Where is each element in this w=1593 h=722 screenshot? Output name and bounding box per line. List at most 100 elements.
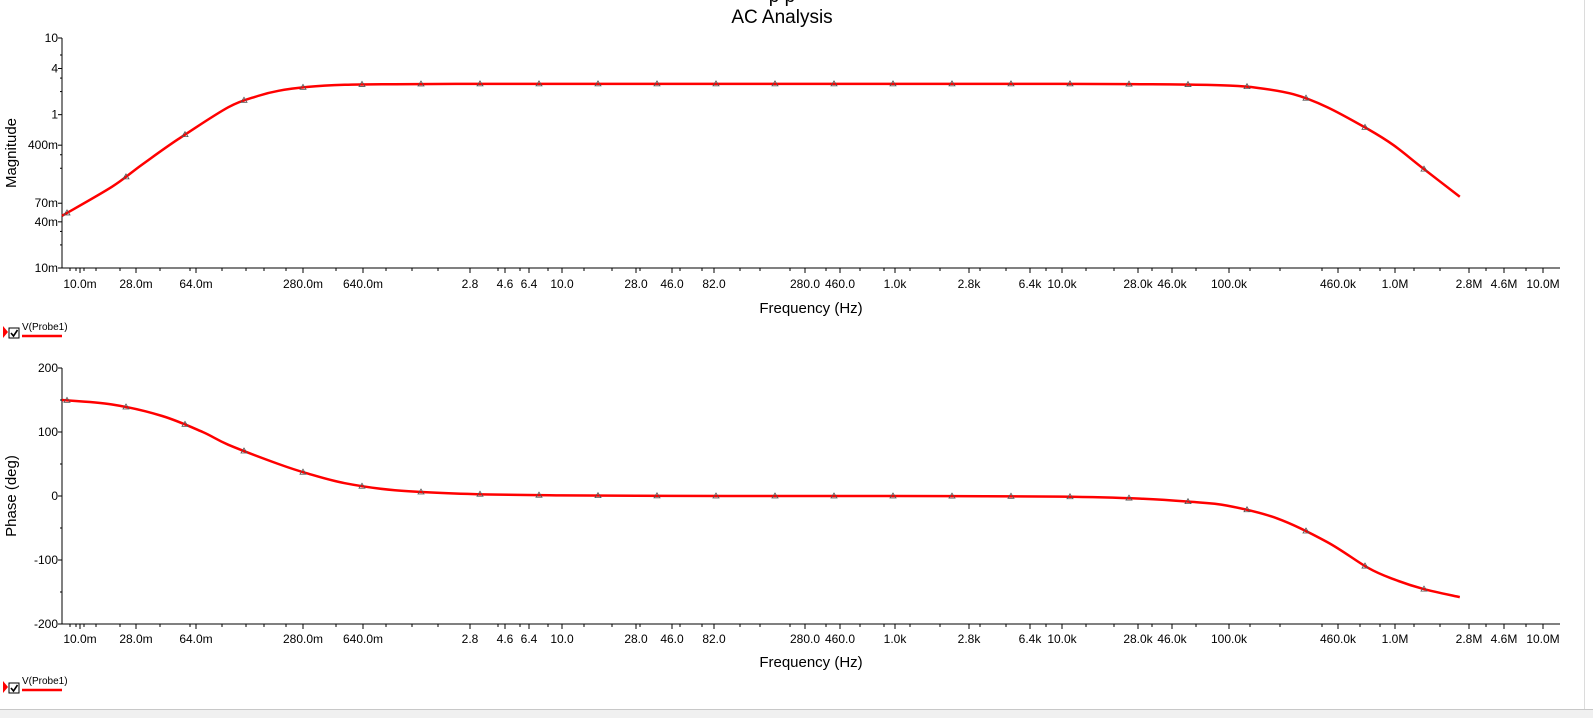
x-tick-label: 280.0m bbox=[283, 277, 323, 291]
x-tick-label: 2.8M bbox=[1456, 632, 1483, 646]
y-tick-label: 70m bbox=[35, 196, 58, 210]
legend-magnitude[interactable]: V(Probe1) bbox=[3, 322, 68, 339]
data-point-marker bbox=[476, 80, 484, 87]
x-tick-label: 1.0M bbox=[1382, 277, 1409, 291]
data-point-marker bbox=[299, 83, 307, 90]
x-tick-label: 6.4k bbox=[1019, 277, 1043, 291]
data-point-marker bbox=[358, 482, 366, 489]
x-tick-label: 46.0k bbox=[1157, 632, 1187, 646]
magnitude-plot[interactable]: 10 4 1 400m 70m 40m 10m 10.0m 28.0m 64.0m 280.0m 64… bbox=[3, 31, 1560, 317]
x-tick-label: 460.0k bbox=[1320, 632, 1357, 646]
data-point-marker bbox=[417, 80, 425, 87]
y-tick-label: 40m bbox=[35, 215, 58, 229]
x-tick-label: 640.0m bbox=[343, 632, 383, 646]
x-tick-label: 10.0 bbox=[550, 632, 574, 646]
x-tick-label: 4.6M bbox=[1491, 632, 1518, 646]
data-point-marker bbox=[1302, 94, 1310, 101]
x-tick-label: 10.0k bbox=[1047, 632, 1077, 646]
data-point-marker bbox=[948, 492, 956, 499]
x-tick-label: 10.0M bbox=[1526, 632, 1559, 646]
data-point-marker bbox=[771, 492, 779, 499]
x-tick-label: 28.0k bbox=[1123, 632, 1153, 646]
x-tick-label: 1.0k bbox=[884, 632, 908, 646]
x-tick-label: 10.0 bbox=[550, 277, 574, 291]
title-group: p p AC Analysis bbox=[731, 0, 832, 28]
y-tick-label: 100 bbox=[38, 425, 58, 439]
x-tick-label: 82.0 bbox=[702, 632, 726, 646]
data-point-marker bbox=[240, 447, 248, 454]
data-point-marker bbox=[1243, 505, 1251, 513]
data-point-marker bbox=[535, 491, 543, 498]
series-line[interactable] bbox=[61, 398, 1461, 599]
x-tick-label: 10.0k bbox=[1047, 277, 1077, 291]
data-point-marker bbox=[1420, 585, 1428, 592]
x-tick-label: 460.0 bbox=[825, 277, 855, 291]
x-tick-label: 2.8 bbox=[462, 277, 479, 291]
checkbox-icon[interactable] bbox=[8, 682, 20, 694]
data-point-marker bbox=[712, 80, 720, 87]
legend-phase[interactable]: V(Probe1) bbox=[3, 676, 68, 694]
window-border-bottom bbox=[0, 709, 1593, 718]
x-tick-label: 2.8k bbox=[958, 632, 982, 646]
y-tick-label: -100 bbox=[34, 553, 58, 567]
x-tick-label: 28.0 bbox=[624, 277, 648, 291]
x-tick-label: 280.0 bbox=[790, 277, 820, 291]
y-axis-title: Phase (deg) bbox=[3, 455, 20, 537]
data-point-marker bbox=[1125, 80, 1133, 87]
x-tick-label: 280.0 bbox=[790, 632, 820, 646]
data-point-marker bbox=[1302, 527, 1310, 534]
x-tick-label: 4.6 bbox=[497, 277, 514, 291]
x-tick-label: 82.0 bbox=[702, 277, 726, 291]
phase-plot[interactable]: 200 100 0 -100 -200 10.0m 28.0m 64.0m 280.0m 640.… bbox=[3, 361, 1560, 671]
checkbox-icon[interactable] bbox=[8, 327, 20, 339]
data-point-marker bbox=[181, 420, 189, 427]
data-point-marker bbox=[594, 80, 602, 87]
data-point-marker bbox=[830, 80, 838, 87]
data-point-marker bbox=[1066, 492, 1074, 500]
data-point-marker bbox=[1361, 123, 1369, 130]
data-point-marker bbox=[889, 80, 897, 87]
y-tick-label: 4 bbox=[51, 62, 58, 76]
data-point-marker bbox=[830, 492, 838, 499]
data-point-marker bbox=[1007, 80, 1015, 87]
x-tick-label: 28.0m bbox=[119, 632, 152, 646]
data-point-marker bbox=[122, 173, 130, 180]
x-tick-label: 46.0 bbox=[660, 632, 684, 646]
legend-label: V(Probe1) bbox=[22, 676, 68, 687]
x-tick-label: 6.4k bbox=[1019, 632, 1043, 646]
data-point-marker bbox=[653, 492, 661, 499]
y-axis-title: Magnitude bbox=[3, 118, 20, 188]
y-tick-label: 0 bbox=[51, 489, 58, 503]
data-point-marker bbox=[1243, 82, 1251, 90]
data-point-marker bbox=[417, 488, 425, 495]
y-tick-label: 200 bbox=[38, 361, 58, 375]
data-point-marker bbox=[299, 468, 307, 475]
x-axis-title: Frequency (Hz) bbox=[759, 300, 862, 317]
y-tick-label: -200 bbox=[34, 617, 58, 631]
data-point-marker bbox=[476, 490, 484, 497]
data-point-marker bbox=[948, 80, 956, 87]
y-tick-label: 1 bbox=[51, 108, 58, 122]
checkmark-icon bbox=[10, 684, 19, 693]
x-tick-label: 28.0k bbox=[1123, 277, 1153, 291]
x-tick-label: 4.6M bbox=[1491, 277, 1518, 291]
chart-title: AC Analysis bbox=[731, 7, 832, 28]
data-point-marker bbox=[653, 80, 661, 87]
x-tick-label: 2.8M bbox=[1456, 277, 1483, 291]
x-tick-label: 64.0m bbox=[179, 277, 212, 291]
legend-label: V(Probe1) bbox=[22, 322, 68, 333]
data-point-marker bbox=[63, 209, 71, 216]
checkmark-icon bbox=[10, 329, 19, 338]
data-point-marker bbox=[1361, 562, 1369, 569]
data-point-marker bbox=[771, 80, 779, 87]
data-point-marker bbox=[889, 492, 897, 499]
data-point-marker bbox=[122, 403, 130, 410]
x-tick-label: 2.8k bbox=[958, 277, 982, 291]
x-tick-label: 46.0k bbox=[1157, 277, 1187, 291]
series-line[interactable] bbox=[61, 82, 1461, 217]
data-point-marker bbox=[594, 491, 602, 499]
data-point-marker bbox=[240, 96, 248, 103]
x-tick-label: 10.0m bbox=[63, 277, 96, 291]
data-point-marker bbox=[1066, 80, 1074, 87]
